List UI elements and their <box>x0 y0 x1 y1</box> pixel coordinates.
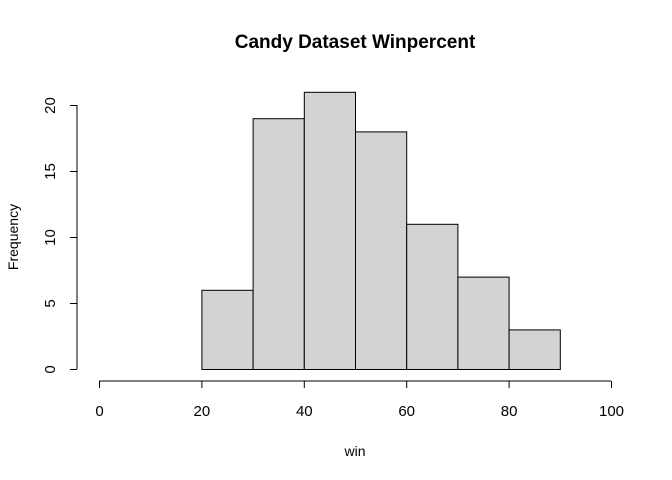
histogram-bar-20-30 <box>201 289 254 370</box>
histogram-bar-30-40 <box>252 118 305 370</box>
y-tick-label-10: 10 <box>42 229 59 246</box>
x-tick-label-40: 40 <box>296 403 313 420</box>
x-tick-label-60: 60 <box>398 403 415 420</box>
histogram-bar-60-70 <box>406 223 459 370</box>
y-tick-label-20: 20 <box>42 97 59 114</box>
x-axis: 0 20 40 60 80 100 <box>95 380 624 420</box>
y-axis-label: Frequency <box>5 204 21 270</box>
histogram-bar-50-60 <box>355 131 408 370</box>
x-axis-label: win <box>343 443 365 459</box>
histogram-bar-40-50 <box>303 91 356 371</box>
histogram-bar-80-90 <box>508 329 561 370</box>
x-tick-label-0: 0 <box>95 403 103 420</box>
histogram-bar-70-80 <box>457 276 510 371</box>
y-axis: 0 5 10 15 20 <box>42 97 78 374</box>
y-tick-label-5: 5 <box>42 299 59 307</box>
x-tick-label-80: 80 <box>501 403 518 420</box>
x-tick-label-100: 100 <box>599 403 624 420</box>
chart-title: Candy Dataset Winpercent <box>235 32 476 53</box>
y-tick-label-0: 0 <box>42 365 59 373</box>
bars-group <box>201 91 561 371</box>
x-tick-label-20: 20 <box>194 403 211 420</box>
y-tick-label-15: 15 <box>42 163 59 180</box>
